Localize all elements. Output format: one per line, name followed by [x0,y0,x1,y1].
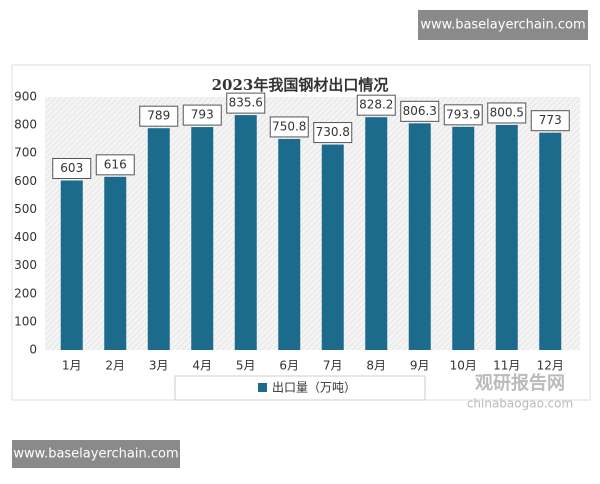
bar [452,126,475,350]
data-label-box [182,104,222,126]
y-tick-label: 500 [14,202,37,216]
legend-label: 出口量（万吨） [272,381,356,395]
legend-swatch [258,383,267,392]
bar [278,138,301,350]
plot-area [45,97,580,350]
y-tick-label: 100 [14,314,37,328]
data-label: 773 [539,113,562,127]
data-label-box [443,104,483,126]
bar [408,123,431,350]
bar [191,127,214,350]
data-label-box [530,110,570,132]
top-banner: www.baselayerchain.com [420,18,585,33]
y-tick-label: 300 [14,258,37,272]
bottom-banner-bg [12,440,180,468]
data-label: 616 [104,157,127,171]
bar [365,117,388,350]
data-label: 835.6 [229,96,263,110]
x-tick-label: 12月 [537,359,564,373]
bar [104,176,127,350]
data-label-box [356,94,396,116]
x-tick-label: 3月 [149,359,169,373]
y-tick-label: 0 [29,343,37,357]
data-label: 603 [60,161,83,175]
x-tick-label: 2月 [105,359,125,373]
data-label-box [487,102,527,124]
bar [495,124,518,351]
data-label: 730.8 [316,125,350,139]
x-tick-label: 7月 [323,359,343,373]
chart-title: 2023年我国钢材出口情况 [212,76,389,94]
y-tick-label: 800 [14,118,37,132]
bar [60,180,83,350]
source-url: chinabaogao.com [467,397,573,411]
x-tick-label: 8月 [366,359,386,373]
data-label-box [269,116,309,138]
y-tick-label: 600 [14,174,37,188]
y-tick-label: 400 [14,230,37,244]
y-tick-label: 200 [14,286,37,300]
data-label: 800.5 [490,105,524,119]
x-tick-label: 1月 [62,359,82,373]
data-label: 793.9 [446,107,480,121]
data-label: 793 [191,108,214,122]
x-tick-label: 10月 [450,359,477,373]
x-tick-label: 5月 [236,359,256,373]
x-tick-label: 6月 [279,359,299,373]
x-tick-label: 11月 [493,359,520,373]
x-tick-label: 4月 [192,359,212,373]
bar [234,115,257,351]
data-label: 806.3 [403,104,437,118]
bar [147,128,170,350]
data-label-box [400,100,440,122]
bottom-banner: www.baselayerchain.com [13,447,178,462]
legend-box [174,375,426,401]
data-label: 750.8 [272,119,306,133]
data-label-box [226,92,266,114]
data-label: 789 [147,109,170,123]
y-tick-label: 700 [14,146,37,160]
source-logo: 观研报告网 [475,372,565,394]
data-label-box [139,105,179,127]
data-label: 828.2 [359,98,393,112]
x-tick-label: 9月 [410,359,430,373]
data-label-box [95,154,135,176]
bar [539,132,562,350]
data-label-box [52,157,92,179]
top-banner-bg [418,10,588,40]
data-label-box [313,122,353,144]
y-tick-label: 900 [14,90,37,104]
bar [321,144,344,350]
